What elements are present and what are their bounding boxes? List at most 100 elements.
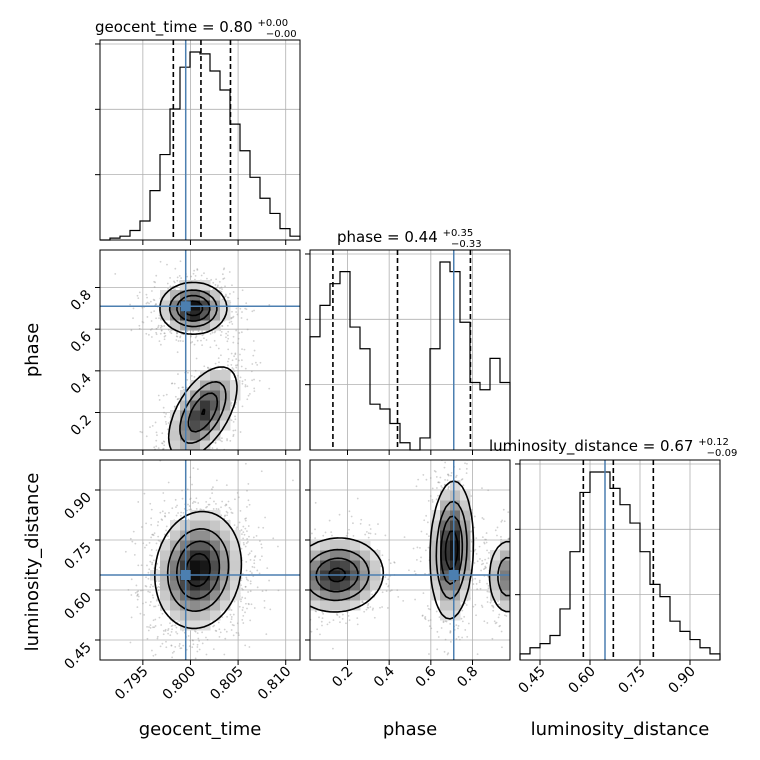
sample-point xyxy=(169,276,171,279)
sample-point xyxy=(221,616,224,618)
sample-point xyxy=(162,629,165,632)
sample-point xyxy=(182,512,185,514)
sample-point xyxy=(244,378,247,381)
sample-point xyxy=(428,625,431,628)
sample-point xyxy=(474,603,477,606)
sample-point xyxy=(220,506,222,509)
sample-point xyxy=(425,514,428,517)
sample-point xyxy=(481,487,483,490)
sample-point xyxy=(176,398,179,401)
density-cell xyxy=(200,520,211,531)
sample-point xyxy=(165,457,167,459)
sample-point xyxy=(224,285,226,288)
sample-point xyxy=(263,599,266,602)
sample-point xyxy=(256,586,259,589)
sample-point xyxy=(150,554,153,557)
sample-point xyxy=(388,558,391,561)
sample-point xyxy=(463,615,466,618)
sample-point xyxy=(516,603,518,605)
sample-point xyxy=(167,632,170,635)
sample-point xyxy=(244,384,247,386)
sample-point xyxy=(187,635,190,637)
sample-point xyxy=(443,650,446,653)
sample-point xyxy=(158,340,161,343)
sample-point xyxy=(203,337,205,340)
sample-point xyxy=(146,564,148,567)
sample-point xyxy=(163,332,166,335)
sample-point xyxy=(307,577,309,579)
sample-point xyxy=(189,639,192,642)
sample-point xyxy=(367,532,370,535)
sample-point xyxy=(244,585,247,588)
sample-point xyxy=(244,519,247,522)
sample-point xyxy=(315,610,318,613)
density-cell xyxy=(200,600,211,611)
sample-point xyxy=(264,516,266,519)
sample-point xyxy=(148,302,150,305)
sample-point xyxy=(238,332,241,334)
sample-point xyxy=(359,522,362,525)
sample-point xyxy=(307,580,309,582)
sample-point xyxy=(225,630,228,633)
sample-point xyxy=(164,334,167,337)
density-cell xyxy=(200,400,211,411)
sample-point xyxy=(332,619,335,621)
sample-point xyxy=(227,337,230,340)
sample-point xyxy=(157,324,160,327)
sample-point xyxy=(244,307,247,310)
sample-point xyxy=(152,559,155,562)
sample-point xyxy=(191,483,193,486)
sample-point xyxy=(228,506,231,509)
density-cell xyxy=(170,550,181,561)
sample-point xyxy=(232,315,235,318)
sample-point xyxy=(232,624,235,627)
sample-point xyxy=(158,399,161,401)
sample-point xyxy=(175,335,178,338)
sample-point xyxy=(377,523,379,525)
sample-point xyxy=(155,303,157,305)
sample-point xyxy=(422,474,425,476)
sample-point xyxy=(245,517,247,520)
sample-point xyxy=(227,360,229,363)
sample-point xyxy=(512,524,514,526)
sample-point xyxy=(198,648,201,651)
sample-point xyxy=(248,603,250,606)
sample-point xyxy=(232,341,235,344)
panel-frame xyxy=(519,459,721,661)
panel-frame xyxy=(309,249,511,451)
panel-frame xyxy=(99,459,301,661)
sample-point xyxy=(156,635,159,638)
sample-point xyxy=(196,268,199,270)
sample-point xyxy=(384,576,387,578)
sample-point xyxy=(170,332,173,335)
sample-point xyxy=(242,537,245,540)
density-cell xyxy=(170,610,181,621)
sample-point xyxy=(149,426,151,429)
sample-point xyxy=(259,558,262,561)
sample-point xyxy=(230,316,233,319)
density-cell xyxy=(200,310,211,321)
sample-point xyxy=(114,273,117,275)
sample-point xyxy=(146,625,148,628)
sample-point xyxy=(305,636,307,638)
sample-point xyxy=(157,535,160,538)
sample-point xyxy=(242,531,245,533)
sample-point xyxy=(249,662,251,664)
sample-point xyxy=(240,584,242,587)
sample-point xyxy=(415,558,418,561)
sample-point xyxy=(461,636,464,639)
sample-point xyxy=(513,603,515,605)
sample-point xyxy=(511,555,513,557)
sample-point xyxy=(200,339,202,342)
sample-point xyxy=(442,621,445,624)
sample-point xyxy=(254,556,256,558)
density-cell xyxy=(200,300,211,311)
sample-point xyxy=(161,519,164,521)
sample-point xyxy=(176,335,179,338)
sample-point xyxy=(241,311,243,313)
sample-point xyxy=(179,335,182,338)
sample-point xyxy=(244,644,247,647)
sample-point xyxy=(150,311,153,314)
sample-point xyxy=(190,456,192,458)
sample-point xyxy=(213,339,216,342)
